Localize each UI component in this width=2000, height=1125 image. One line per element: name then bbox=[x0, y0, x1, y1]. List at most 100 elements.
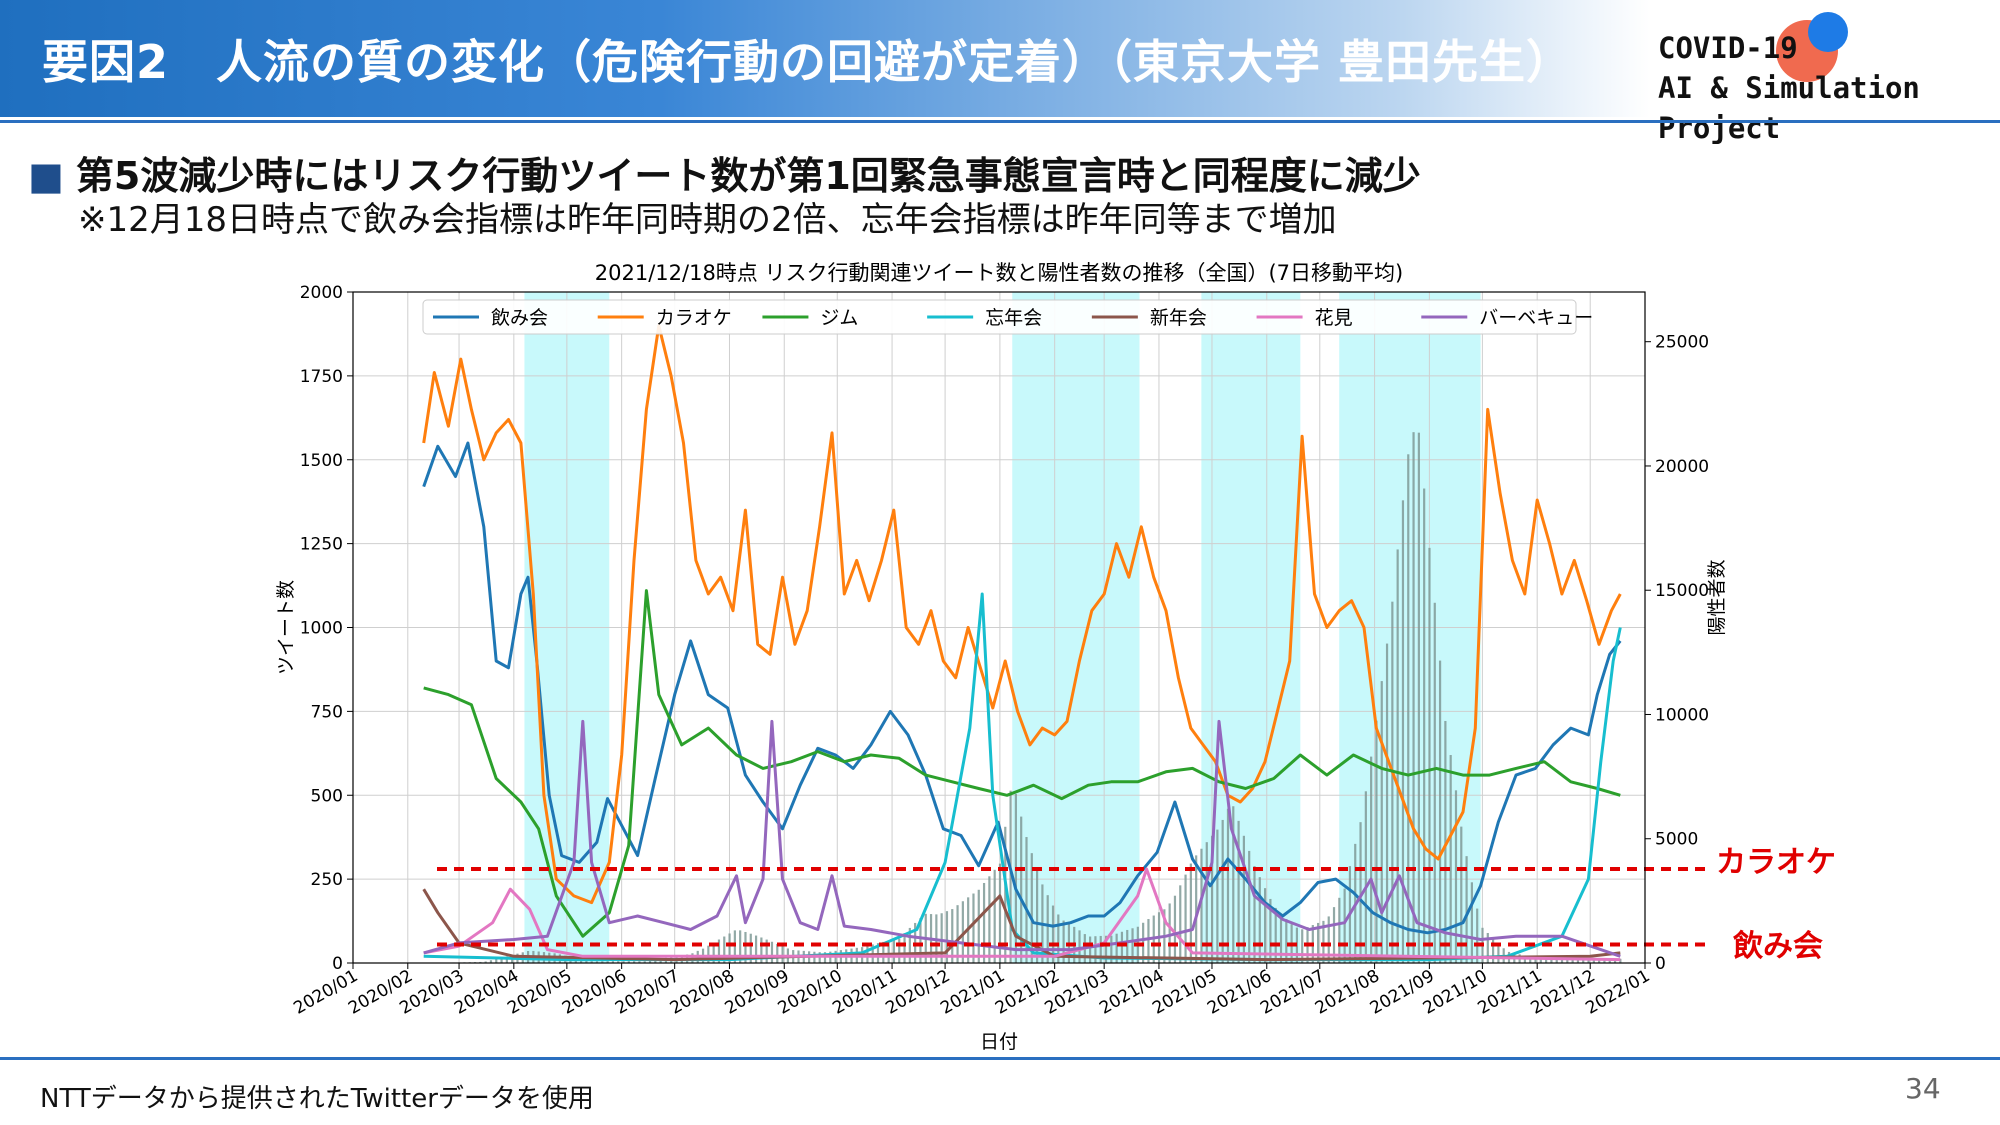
positive-case-bar bbox=[1470, 882, 1473, 963]
positive-case-bar bbox=[1497, 943, 1500, 963]
positive-case-bar bbox=[1364, 791, 1367, 963]
y-tick-label: 1000 bbox=[300, 619, 343, 639]
positive-case-bar bbox=[1380, 681, 1383, 963]
positive-case-bar bbox=[1126, 929, 1129, 963]
page-title: 要因2 人流の質の変化（危険行動の回避が定着）（東京大学 豊田先生） bbox=[42, 35, 1574, 89]
positive-case-bar bbox=[1343, 888, 1346, 963]
positive-case-bar bbox=[892, 939, 896, 963]
legend-label: バーベキュー bbox=[1479, 307, 1593, 329]
positive-case-bar bbox=[982, 882, 986, 963]
positive-case-bar bbox=[1221, 819, 1224, 963]
positive-case-bar bbox=[1539, 957, 1542, 963]
positive-case-bar bbox=[1195, 855, 1198, 963]
legend-label: 新年会 bbox=[1150, 307, 1207, 329]
positive-case-bar bbox=[1004, 826, 1007, 963]
positive-case-bar bbox=[961, 901, 964, 963]
legend-label: 花見 bbox=[1315, 307, 1353, 329]
annotation-karaoke: カラオケ bbox=[1716, 845, 1836, 880]
positive-case-bar bbox=[1545, 957, 1548, 963]
positive-case-bar bbox=[643, 961, 646, 963]
positive-case-bar bbox=[1110, 935, 1113, 963]
positive-case-bar bbox=[595, 961, 599, 963]
positive-case-bar bbox=[1619, 958, 1622, 963]
y-tick-label: 1500 bbox=[300, 451, 343, 471]
positive-case-bar bbox=[1147, 919, 1150, 963]
positive-case-bar bbox=[776, 943, 779, 963]
positive-case-bar bbox=[903, 933, 906, 963]
positive-case-bar bbox=[707, 945, 710, 963]
positive-case-bar bbox=[1401, 500, 1405, 963]
positive-case-bar bbox=[956, 905, 959, 963]
positive-case-bar bbox=[1550, 957, 1553, 963]
positive-case-bar bbox=[638, 961, 641, 963]
positive-case-bar bbox=[1168, 903, 1171, 963]
positive-case-bar bbox=[1428, 547, 1431, 963]
positive-case-bar bbox=[580, 959, 583, 963]
y-tick-label: 2000 bbox=[300, 283, 343, 303]
positive-case-bar bbox=[728, 933, 731, 963]
positive-case-bar bbox=[1338, 897, 1341, 963]
positive-case-bar bbox=[988, 876, 991, 963]
positive-case-bar bbox=[972, 893, 975, 963]
key-point-text: 第5波減少時にはリスク行動ツイート数が第1回緊急事態宣言時と同程度に減少 bbox=[75, 154, 1421, 198]
positive-case-bar bbox=[585, 960, 588, 963]
positive-case-bar bbox=[1232, 806, 1235, 963]
positive-case-bar bbox=[744, 931, 747, 963]
positive-case-bar bbox=[1449, 755, 1452, 963]
legend-label: カラオケ bbox=[656, 307, 732, 329]
positive-case-bar bbox=[622, 961, 625, 963]
data-source-note: NTTデータから提供されたTwitterデータを使用 bbox=[40, 1084, 594, 1114]
positive-case-bar bbox=[1592, 959, 1595, 963]
positive-case-bar bbox=[1486, 932, 1489, 963]
header-bar: 要因2 人流の質の変化（危険行動の回避が定着）（東京大学 豊田先生） bbox=[0, 0, 1650, 117]
positive-case-bar bbox=[765, 939, 768, 963]
positive-case-bar bbox=[951, 909, 954, 963]
key-point: ■ 第5波減少時にはリスク行動ツイート数が第1回緊急事態宣言時と同程度に減少 bbox=[28, 145, 1421, 200]
positive-case-bar bbox=[611, 961, 615, 963]
positive-case-bar bbox=[627, 961, 630, 963]
y-tick-label: 750 bbox=[311, 702, 343, 722]
positive-case-bar bbox=[1412, 432, 1415, 963]
positive-case-bar bbox=[1603, 959, 1606, 963]
positive-case-bar bbox=[1534, 957, 1537, 963]
positive-case-bar bbox=[654, 959, 657, 963]
positive-case-bar bbox=[1582, 959, 1585, 963]
logo-line-2: AI & Simulation Project bbox=[1658, 71, 1920, 145]
positive-case-bar bbox=[1237, 820, 1240, 963]
footer-divider bbox=[0, 1057, 2000, 1060]
positive-case-bar bbox=[1173, 895, 1177, 963]
positive-case-bar bbox=[1115, 933, 1118, 963]
positive-case-bar bbox=[1492, 938, 1495, 963]
y-tick-label: 1750 bbox=[300, 367, 343, 387]
positive-case-bar bbox=[1216, 829, 1219, 963]
positive-case-bar bbox=[1322, 920, 1325, 963]
positive-case-bar bbox=[717, 939, 721, 963]
positive-case-bar bbox=[489, 960, 493, 963]
legend-label: 忘年会 bbox=[985, 307, 1042, 329]
annotation-nomikai: 飲み会 bbox=[1733, 929, 1823, 964]
positive-case-bar bbox=[1465, 856, 1468, 963]
positive-case-bar bbox=[1359, 822, 1362, 963]
logo-line-1: COVID-19 bbox=[1658, 31, 1798, 65]
positive-case-bar bbox=[1200, 848, 1203, 963]
positive-case-bar bbox=[1030, 853, 1033, 963]
positive-case-bar bbox=[1576, 959, 1580, 963]
positive-case-bar bbox=[1396, 549, 1399, 963]
positive-case-bar bbox=[739, 930, 742, 963]
positive-case-bar bbox=[998, 863, 1002, 963]
positive-case-bar bbox=[1078, 930, 1081, 963]
y2-tick-label: 10000 bbox=[1655, 705, 1709, 725]
positive-case-bar bbox=[1385, 643, 1389, 963]
positive-case-bar bbox=[1264, 888, 1267, 963]
positive-case-bar bbox=[977, 889, 980, 963]
positive-case-bar bbox=[500, 957, 503, 963]
bullet-square-icon: ■ bbox=[28, 154, 64, 198]
positive-case-bar bbox=[1099, 935, 1102, 963]
positive-case-bar bbox=[1014, 793, 1017, 963]
chart-title: 2021/12/18時点 リスク行動関連ツイート数と陽性者数の推移（全国）(7日… bbox=[595, 261, 1403, 285]
positive-case-bar bbox=[495, 958, 498, 963]
positive-case-bar bbox=[1104, 935, 1108, 963]
positive-case-bar bbox=[1120, 931, 1124, 963]
y2-tick-label: 0 bbox=[1655, 954, 1666, 974]
positive-case-bar bbox=[1555, 958, 1558, 963]
